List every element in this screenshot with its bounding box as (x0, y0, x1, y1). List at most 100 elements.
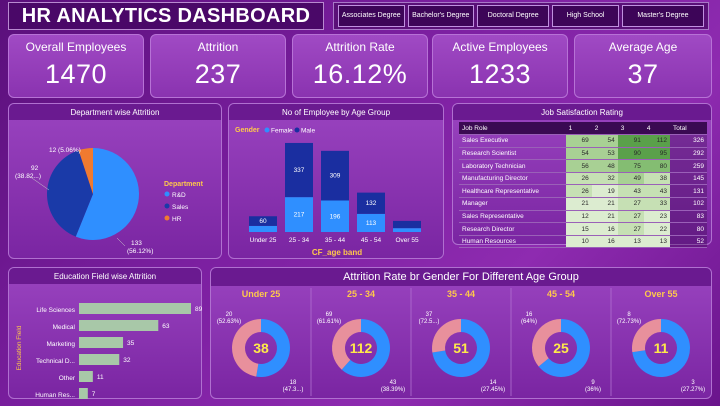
pie-label-rd: 133 (56.12%) (127, 240, 153, 255)
job-role-cell: Manager (459, 197, 566, 211)
age-group-label: Under 25 (242, 289, 281, 299)
data-label-male: 60 (259, 218, 267, 225)
x-axis-title: CF_age band (312, 248, 362, 257)
legend-swatch-rd (164, 191, 170, 197)
table-row: Research Director 15 16 27 22 80 (459, 222, 707, 236)
bar-female (321, 200, 349, 232)
rating-cell: 19 (591, 184, 618, 199)
total-cell: 131 (669, 184, 707, 199)
donut-total: 11 (654, 340, 669, 356)
rating-cell: 27 (617, 222, 644, 236)
bar (79, 354, 120, 365)
age-group-label: 25 - 34 (347, 289, 375, 299)
donut-label-female: 18 (47.3...) (283, 380, 304, 393)
job-role-cell: Research Director (459, 222, 566, 236)
donut-slice-female (532, 319, 561, 367)
panel-title: Job Satisfaction Rating (453, 104, 711, 120)
bar-female (357, 213, 385, 232)
x-tick-label: 25 - 34 (289, 237, 310, 244)
kpi-value: 237 (194, 59, 242, 89)
age-group-panel: No of Employee by Age Group Gender Femal… (228, 103, 444, 259)
pie-label-rd-value: 133 (131, 240, 142, 247)
x-tick-label: 45 - 54 (361, 237, 382, 244)
legend-item-female: Female (271, 128, 293, 135)
filter-masters[interactable]: Master's Degree (621, 5, 704, 27)
department-attrition-panel: Department wise Attrition 12 (5.06%) 92 … (8, 103, 222, 259)
kpi-label: Attrition (197, 40, 239, 54)
data-label-male: 309 (330, 173, 341, 180)
rating-cell: 56 (565, 159, 592, 173)
x-tick-label: Under 25 (250, 237, 277, 244)
donut-label-male: 20 (52.63%) (217, 312, 241, 325)
bar-male (285, 142, 313, 198)
rating-cell: 21 (591, 197, 618, 211)
leader-line-sales (28, 175, 50, 191)
dashboard-title: HR ANALYTICS DASHBOARD (8, 2, 324, 30)
legend-item-hr: HR (172, 216, 182, 223)
age-group-label: 35 - 44 (447, 289, 475, 299)
job-satisfaction-panel: Job Satisfaction Rating Job Role 1 2 3 4… (452, 103, 712, 249)
donut-slice-female (632, 319, 661, 353)
column-header: Job Role (459, 122, 566, 136)
pie-label-sales-value: 92 (31, 165, 39, 172)
rating-cell: 10 (565, 235, 592, 249)
column-header: Total (669, 122, 707, 136)
y-tick-label: Technical D... (36, 358, 75, 365)
table-row: Manager 21 21 27 33 102 (459, 197, 707, 211)
donut-slice-female (232, 319, 261, 377)
donut-35-44: 35 - 44 51 37 (72.5...) 14 (27.45%) (419, 289, 506, 393)
bar-male (393, 220, 421, 229)
rating-cell: 75 (617, 159, 644, 173)
donut-label-female: 9 (36%) (585, 380, 601, 393)
rating-cell: 43 (643, 184, 670, 199)
pie-label-rd-pct: (56.12%) (127, 248, 153, 255)
rating-cell: 15 (565, 222, 592, 236)
rating-cell: 21 (565, 197, 592, 211)
y-tick-label: Human Res... (35, 392, 75, 399)
filter-doctoral[interactable]: Doctoral Degree (477, 5, 550, 27)
rating-cell: 22 (643, 222, 670, 236)
rating-cell: 33 (643, 197, 670, 211)
donut-slice-male (538, 319, 590, 377)
total-cell: 83 (669, 210, 707, 224)
rating-cell: 80 (643, 159, 670, 173)
job-role-cell: Manufacturing Director (459, 172, 566, 186)
pie-label-sales-pct: (38.82...) (15, 173, 41, 180)
donut-slice-male (341, 319, 390, 377)
table-header-row: Job Role 1 2 3 4 Total (459, 122, 707, 136)
x-tick-label: Over 55 (395, 237, 419, 244)
bar-female (249, 225, 277, 232)
donut-total: 25 (553, 340, 569, 356)
age-group-bar-chart: Gender Female Male 60 Under 25 217 337 25 - … (235, 127, 421, 257)
donut-label-female: 14 (27.45%) (481, 380, 505, 393)
data-label: 35 (127, 340, 135, 347)
data-label-female: 113 (366, 220, 377, 227)
bar-male (357, 192, 385, 214)
table-row: Research Scientist 54 53 90 95 292 (459, 147, 707, 161)
rating-cell: 54 (565, 147, 592, 161)
filter-high-school[interactable]: High School (552, 5, 619, 27)
donut-over-55: Over 55 11 8 (72.73%) 3 (27.27%) (617, 289, 705, 393)
y-tick-label: Life Sciences (36, 307, 75, 314)
rating-cell: 13 (617, 235, 644, 249)
table-row: Sales Representative 12 21 27 23 83 (459, 210, 707, 224)
y-tick-label: Medical (53, 324, 76, 331)
rating-cell: 26 (565, 184, 592, 199)
data-label-female: 196 (330, 213, 341, 220)
kpi-label: Average Age (608, 40, 678, 54)
filter-bachelors[interactable]: Bachelor's Degree (407, 5, 474, 27)
donut-total: 112 (350, 340, 373, 356)
bar-female (285, 197, 313, 232)
filter-associates[interactable]: Associates Degree (338, 5, 405, 27)
column-header: 1 (565, 122, 592, 136)
job-role-cell: Healthcare Representative (459, 184, 566, 199)
pie-slice-hr (78, 148, 93, 194)
job-role-cell: Research Scientist (459, 147, 566, 161)
table-row: Laboratory Technician 56 48 75 80 259 (459, 159, 707, 173)
table-row: Sales Executive 69 54 91 112 326 (459, 134, 707, 148)
bar (79, 303, 191, 314)
job-role-cell: Human Resources (459, 235, 566, 249)
legend-swatch-female (264, 127, 270, 133)
legend-item-sales: Sales (172, 204, 189, 211)
rating-cell: 43 (617, 184, 644, 199)
